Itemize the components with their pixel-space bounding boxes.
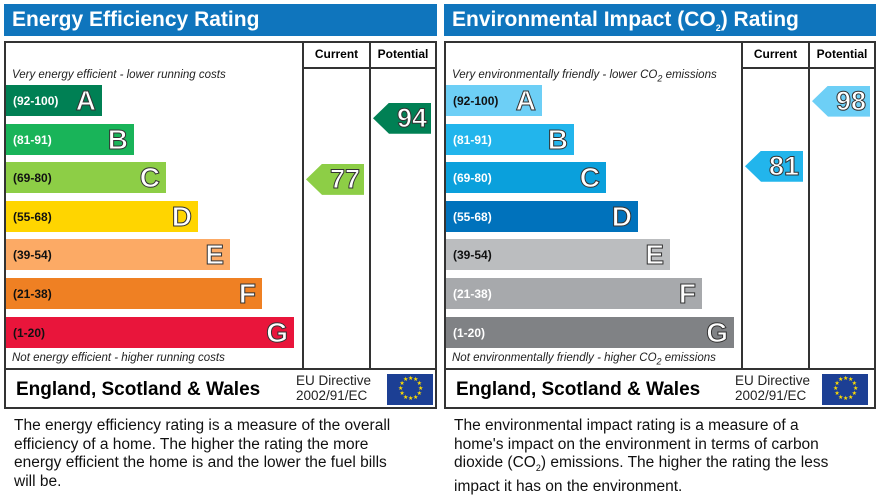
eu-star-icon: ★: [403, 377, 409, 384]
band-a: (92-100) A: [446, 85, 542, 117]
band-letter: E: [205, 239, 225, 271]
eu-star-icon: ★: [403, 394, 409, 401]
band-letter: E: [645, 239, 665, 271]
band-c: (69-80) C: [6, 162, 166, 194]
band-d: (55-68) D: [446, 200, 638, 232]
band-range: (55-68): [453, 209, 492, 224]
band-e: (39-54) E: [446, 239, 670, 271]
eu-star-icon: ★: [848, 394, 854, 401]
eu-star-icon: ★: [833, 386, 839, 392]
band-c: (69-80) C: [446, 162, 606, 194]
potential-rating-arrow: 98: [812, 85, 870, 117]
top-caption: Very energy efficient - lower running co…: [12, 69, 226, 81]
band-letter: A: [515, 85, 536, 117]
band-e: (39-54) E: [6, 239, 230, 271]
band-letter: C: [579, 162, 600, 194]
eu-star-icon: ★: [853, 386, 859, 392]
eu-flag-icon: ★ ★ ★ ★ ★ ★ ★ ★ ★ ★ ★ ★: [387, 374, 433, 405]
band-letter: B: [107, 123, 128, 155]
bottom-caption: Not energy efficient - higher running co…: [12, 352, 225, 364]
band-g: (1-20) G: [446, 316, 734, 348]
band-range: (1-20): [13, 325, 46, 340]
directive-line1: EU Directive: [296, 373, 372, 388]
band-g: (1-20) G: [6, 316, 294, 348]
eu-star-icon: ★: [838, 377, 844, 384]
eu-star-icon: ★: [413, 394, 419, 401]
current-rating-arrow: 77: [306, 163, 364, 195]
environmental-impact-title: Environmental Impact (CO2) Rating: [444, 4, 876, 36]
band-range: (55-68): [13, 209, 52, 224]
band-a: (92-100) A: [6, 85, 102, 117]
energy-efficiency-title: Energy Efficiency Rating: [4, 4, 437, 36]
region-label: England, Scotland & Wales: [456, 379, 701, 400]
eu-star-icon: ★: [399, 391, 405, 397]
band-letter: D: [611, 200, 632, 232]
band-range: (21-38): [453, 287, 492, 301]
band-range: (39-54): [13, 248, 52, 263]
potential-header: Potential: [377, 47, 429, 61]
environmental-impact-chart: Current Potential Very environmentally f…: [444, 41, 876, 409]
band-letter: D: [171, 200, 192, 232]
eu-star-icon: ★: [851, 391, 858, 397]
eu-star-icon: ★: [399, 381, 405, 387]
eu-star-icon: ★: [834, 381, 840, 387]
eu-star-icon: ★: [834, 391, 840, 397]
eu-star-icon: ★: [408, 396, 414, 402]
current-rating-arrow: 81: [745, 150, 803, 182]
directive-line2: 2002/91/EC: [296, 388, 368, 403]
bottom-caption: Not environmentally friendly - higher CO…: [452, 352, 716, 367]
band-range: (81-91): [453, 132, 492, 147]
band-letter: A: [75, 85, 96, 117]
band-range: (81-91): [13, 132, 52, 147]
band-b: (81-91) B: [446, 123, 574, 155]
band-range: (92-100): [13, 94, 59, 108]
eu-star-icon: ★: [848, 377, 854, 384]
eu-star-icon: ★: [843, 396, 849, 402]
eu-star-icon: ★: [843, 376, 849, 382]
band-letter: F: [678, 278, 696, 310]
band-range: (21-38): [13, 287, 52, 301]
band-range: (69-80): [13, 171, 52, 186]
energy-efficiency-chart: Current Potential Very energy efficient …: [4, 41, 437, 409]
band-f: (21-38) F: [6, 278, 262, 310]
band-letter: B: [547, 123, 568, 155]
directive-line2: 2002/91/EC: [735, 388, 807, 403]
eu-star-icon: ★: [413, 377, 419, 384]
potential-rating-arrow: 94: [373, 102, 431, 134]
current-header: Current: [314, 47, 359, 61]
eu-star-icon: ★: [838, 394, 844, 401]
eu-star-icon: ★: [851, 381, 858, 387]
eu-star-icon: ★: [418, 386, 424, 392]
eu-flag-icon: ★ ★ ★ ★ ★ ★ ★ ★ ★ ★ ★ ★: [822, 374, 868, 405]
band-f: (21-38) F: [446, 278, 702, 310]
band-letter: F: [238, 278, 256, 310]
band-letter: G: [266, 316, 289, 348]
potential-header: Potential: [816, 47, 868, 61]
band-range: (39-54): [453, 248, 492, 263]
region-label: England, Scotland & Wales: [16, 379, 261, 400]
band-b: (81-91) B: [6, 123, 134, 155]
eu-star-icon: ★: [416, 381, 423, 387]
band-letter: C: [139, 162, 160, 194]
eu-star-icon: ★: [408, 376, 414, 382]
eu-star-icon: ★: [398, 386, 404, 392]
band-range: (92-100): [453, 94, 499, 108]
energy-description: The energy efficiency rating is a measur…: [14, 417, 391, 490]
band-range: (69-80): [453, 171, 492, 186]
band-range: (1-20): [453, 325, 486, 340]
band-letter: G: [706, 316, 729, 348]
eu-star-icon: ★: [416, 391, 423, 397]
directive-line1: EU Directive: [735, 373, 811, 388]
top-caption: Very environmentally friendly - lower CO…: [452, 69, 717, 84]
current-header: Current: [753, 47, 798, 61]
band-d: (55-68) D: [6, 200, 198, 232]
environmental-description: The environmental impact rating is a mea…: [454, 417, 829, 495]
